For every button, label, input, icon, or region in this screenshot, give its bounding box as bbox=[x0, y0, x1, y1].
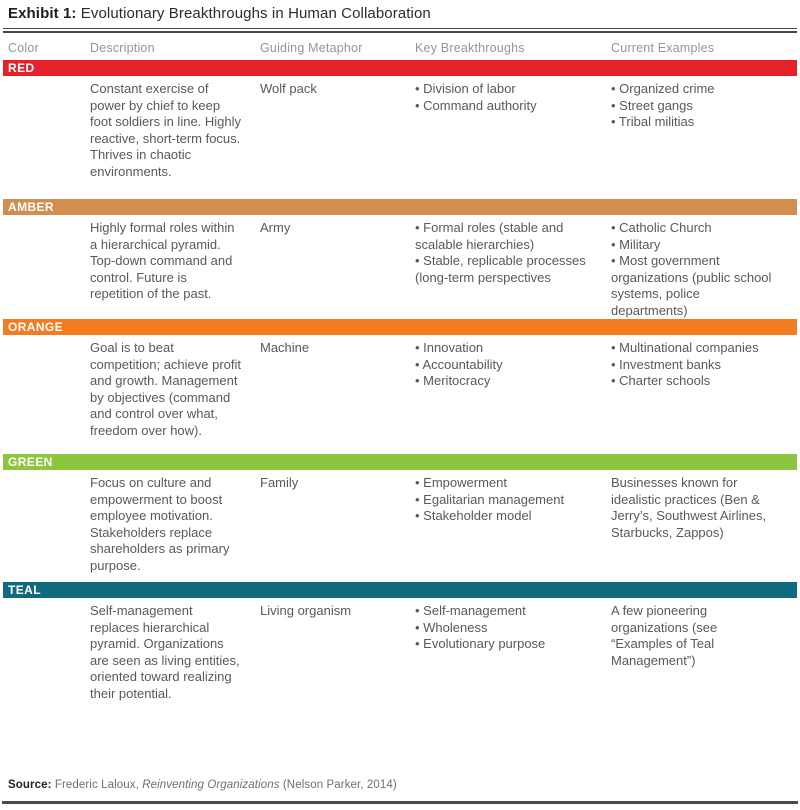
column-header-key-breakthroughs: Key Breakthroughs bbox=[415, 41, 525, 55]
color-band-label: ORANGE bbox=[8, 320, 64, 334]
cell-key-breakthroughs: • Empowerment • Egalitarian management •… bbox=[415, 475, 565, 523]
cell-key-breakthroughs: • Self-management • Wholeness • Evolutio… bbox=[415, 603, 546, 651]
color-band-label: AMBER bbox=[8, 200, 54, 214]
bottom-divider bbox=[2, 801, 798, 804]
cell-description: Goal is to beat competition; achieve pro… bbox=[90, 340, 242, 438]
cell-guiding-metaphor: Family bbox=[260, 475, 299, 490]
source-label: Source: bbox=[8, 779, 52, 791]
cell-current-examples: • Catholic Church • Military • Most gove… bbox=[611, 220, 772, 318]
cell-description: Highly formal roles within a hierarchica… bbox=[90, 220, 235, 301]
color-band-label: RED bbox=[8, 61, 35, 75]
source-note: Source: Frederic Laloux, Reinventing Org… bbox=[8, 779, 397, 791]
source-book-title: Reinventing Organizations bbox=[142, 779, 280, 791]
color-band: TEAL bbox=[3, 582, 797, 598]
cell-description: Self-management replaces hierarchical py… bbox=[90, 603, 240, 701]
cell-current-examples: • Organized crime • Street gangs • Triba… bbox=[611, 81, 715, 129]
cell-guiding-metaphor: Wolf pack bbox=[260, 81, 317, 96]
cell-guiding-metaphor: Living organism bbox=[260, 603, 352, 618]
column-header-color: Color bbox=[8, 41, 39, 55]
exhibit-title-text: Evolutionary Breakthroughs in Human Coll… bbox=[76, 5, 431, 22]
color-band: AMBER bbox=[3, 199, 797, 215]
cell-key-breakthroughs: • Formal roles (stable and scalable hier… bbox=[415, 220, 586, 285]
cell-color bbox=[3, 475, 90, 582]
table-header-row: Color Description Guiding Metaphor Key B… bbox=[3, 37, 797, 60]
cell-color bbox=[3, 81, 90, 199]
cell-guiding-metaphor: Machine bbox=[260, 340, 310, 355]
row-content: Focus on culture and empowerment to boos… bbox=[3, 470, 797, 582]
table-row: GREEN Focus on culture and empowerment t… bbox=[3, 454, 797, 582]
row-content: Self-management replaces hierarchical py… bbox=[3, 598, 797, 702]
cell-current-examples: A few pioneering organizations (see “Exa… bbox=[611, 603, 718, 668]
table-body: RED Constant exercise of power by chief … bbox=[3, 60, 797, 702]
row-content: Constant exercise of power by chief to k… bbox=[3, 76, 797, 199]
table-row: RED Constant exercise of power by chief … bbox=[3, 60, 797, 199]
color-band: GREEN bbox=[3, 454, 797, 470]
source-publisher: (Nelson Parker, 2014) bbox=[279, 779, 397, 791]
table-row: ORANGE Goal is to beat competition; achi… bbox=[3, 319, 797, 454]
exhibit-title: Exhibit 1: Evolutionary Breakthroughs in… bbox=[3, 0, 797, 28]
cell-current-examples: • Multinational companies • Investment b… bbox=[611, 340, 759, 388]
cell-key-breakthroughs: • Innovation • Accountability • Meritocr… bbox=[415, 340, 503, 388]
column-header-description: Description bbox=[90, 41, 155, 55]
source-author: Frederic Laloux, bbox=[51, 779, 143, 791]
exhibit-title-prefix: Exhibit 1: bbox=[8, 5, 77, 22]
cell-color bbox=[3, 340, 90, 454]
cell-color bbox=[3, 603, 90, 702]
cell-key-breakthroughs: • Division of labor • Command authority bbox=[415, 81, 537, 113]
cell-color bbox=[3, 220, 90, 319]
cell-description: Focus on culture and empowerment to boos… bbox=[90, 475, 230, 573]
cell-current-examples: Businesses known for idealistic practice… bbox=[611, 475, 767, 540]
cell-guiding-metaphor: Army bbox=[260, 220, 291, 235]
color-band-label: GREEN bbox=[8, 455, 53, 469]
row-content: Highly formal roles within a hierarchica… bbox=[3, 215, 797, 319]
table-row: TEAL Self-management replaces hierarchic… bbox=[3, 582, 797, 702]
color-band: RED bbox=[3, 60, 797, 76]
column-header-current-examples: Current Examples bbox=[611, 41, 715, 55]
title-divider bbox=[3, 28, 797, 33]
color-band-label: TEAL bbox=[8, 583, 41, 597]
row-content: Goal is to beat competition; achieve pro… bbox=[3, 335, 797, 454]
color-band: ORANGE bbox=[3, 319, 797, 335]
column-header-guiding-metaphor: Guiding Metaphor bbox=[260, 41, 363, 55]
table-row: AMBER Highly formal roles within a hiera… bbox=[3, 199, 797, 319]
cell-description: Constant exercise of power by chief to k… bbox=[90, 81, 242, 179]
